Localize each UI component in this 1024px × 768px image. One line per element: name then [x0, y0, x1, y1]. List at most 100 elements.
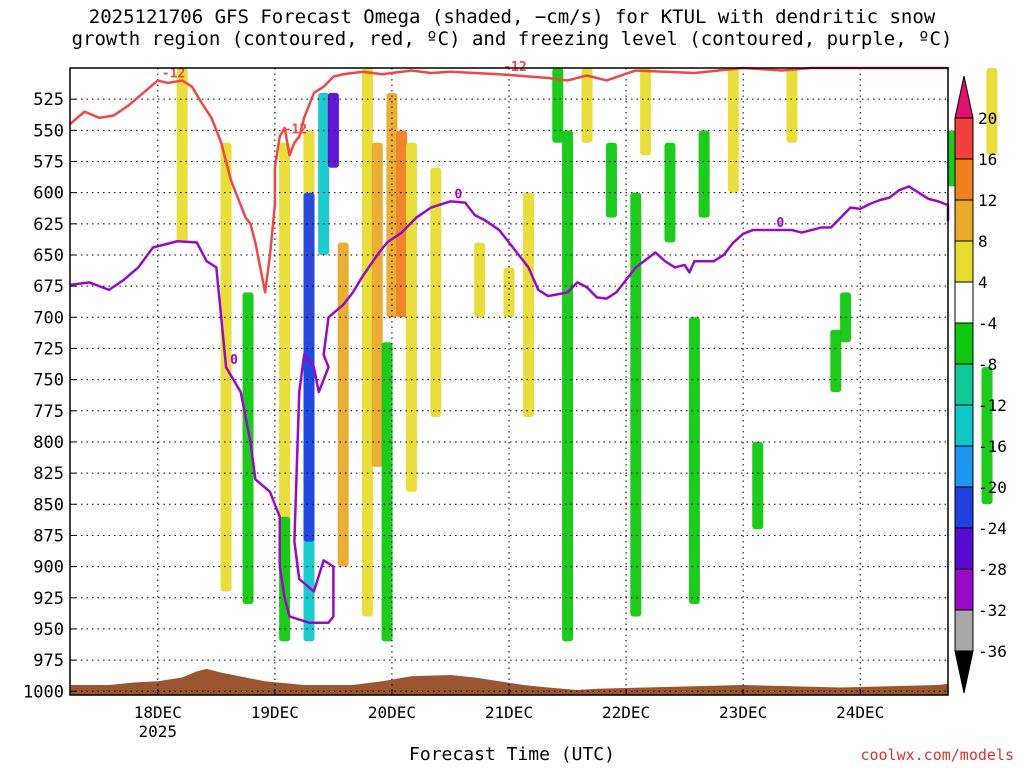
colorbar-label: -28	[978, 560, 1007, 579]
omega-shaded-cell	[381, 342, 393, 642]
y-tick-label: 800	[33, 433, 64, 453]
colorbar-label: -4	[978, 314, 997, 333]
omega-shaded-cell	[630, 192, 642, 617]
colorbar-box	[954, 240, 974, 283]
contour-line-0	[69, 185, 950, 624]
omega-shaded-cell	[562, 130, 574, 642]
contour-label: -12	[284, 123, 307, 138]
colorbar-label: -16	[978, 437, 1007, 456]
x-tick-label: 23DEC	[719, 703, 767, 722]
omega-shaded-cell	[337, 242, 349, 567]
colorbar-box	[954, 199, 974, 242]
contour-label: 0	[230, 353, 238, 368]
y-tick-label: 600	[33, 184, 64, 204]
omega-shaded-cell	[396, 130, 408, 318]
omega-shaded-cell	[688, 317, 700, 605]
chart-title: 2025121706 GFS Forecast Omega (shaded, −…	[0, 6, 1024, 50]
contour-label: 0	[776, 216, 784, 231]
y-tick-label: 875	[33, 526, 64, 546]
omega-shaded-cell	[371, 142, 383, 467]
omega-shaded-cell	[830, 329, 842, 393]
omega-shaded-cell	[786, 68, 798, 143]
colorbar-top-arrow	[954, 75, 974, 119]
chart-title-line1: 2025121706 GFS Forecast Omega (shaded, −…	[88, 6, 936, 28]
x-tick-label: 21DEC	[485, 703, 533, 722]
y-tick-label: 700	[33, 308, 64, 328]
y-tick-label: 1000	[23, 682, 64, 702]
omega-shaded-cell	[430, 167, 442, 418]
colorbar-label: 12	[978, 191, 997, 210]
colorbar-label: -8	[978, 355, 997, 374]
y-tick-label: 725	[33, 339, 64, 359]
x-year-label: 2025	[139, 722, 178, 741]
omega-shaded-cell	[503, 267, 515, 318]
colorbar-box	[954, 527, 974, 570]
colorbar-box	[954, 281, 974, 324]
x-tick-label: 24DEC	[836, 703, 884, 722]
y-tick-label: 900	[33, 558, 64, 578]
omega-shaded-cell	[552, 68, 564, 143]
omega-shaded-cell	[581, 68, 593, 143]
y-tick-label: 950	[33, 620, 64, 640]
omega-shaded-cell	[640, 68, 652, 156]
colorbar-box	[954, 322, 974, 365]
contour-label: 0	[454, 187, 462, 202]
omega-shaded-cell	[279, 142, 291, 567]
colorbar-bottom-arrow	[954, 650, 974, 694]
y-tick-label: 550	[33, 121, 64, 141]
omega-shaded-cell	[242, 292, 254, 605]
x-axis-label: Forecast Time (UTC)	[409, 744, 615, 765]
omega-shaded-cell	[752, 441, 764, 530]
x-tick-label: 20DEC	[368, 703, 416, 722]
colorbar-label: 16	[978, 150, 997, 169]
contour-label: -12	[162, 66, 185, 81]
colorbar-box	[954, 404, 974, 447]
y-tick-label: 750	[33, 371, 64, 391]
omega-shaded-cell	[303, 192, 315, 542]
omega-shaded-cell	[318, 92, 330, 255]
colorbar-box	[954, 158, 974, 201]
y-tick-label: 650	[33, 246, 64, 266]
colorbar-box	[954, 609, 974, 652]
chart-title-line2: growth region (contoured, red, ºC) and f…	[71, 28, 953, 50]
grid-lines	[70, 68, 948, 695]
y-tick-label: 825	[33, 464, 64, 484]
terrain-fill	[70, 668, 948, 695]
omega-shaded-cell	[986, 68, 998, 156]
y-axis: 525 550 575 600 625 650 675 700 725 750 775 800 825 8…	[23, 90, 76, 702]
colorbar-box	[954, 568, 974, 611]
plot-area: 000-12-12-12	[69, 60, 998, 696]
omega-shaded-cell	[474, 242, 486, 318]
omega-shaded-cell	[981, 367, 993, 505]
omega-shaded-cell	[605, 142, 617, 218]
colorbar-label: 4	[978, 273, 988, 292]
contour-lines: 000-12-12-12	[69, 60, 950, 624]
y-tick-label: 525	[33, 90, 64, 110]
terrain	[70, 668, 948, 695]
x-tick-label: 22DEC	[602, 703, 650, 722]
colorbar-label: 20	[978, 109, 997, 128]
y-tick-label: 575	[33, 152, 64, 172]
colorbar-label: 8	[978, 232, 988, 251]
omega-shaded-cell	[176, 68, 188, 243]
y-tick-label: 775	[33, 402, 64, 422]
omega-shaded-cell	[386, 92, 398, 318]
y-tick-label: 625	[33, 215, 64, 235]
omega-shaded-cell	[523, 192, 535, 418]
colorbar-box	[954, 363, 974, 406]
omega-shading	[176, 68, 998, 642]
y-tick-label: 975	[33, 651, 64, 671]
colorbar-label: -12	[978, 396, 1007, 415]
omega-shaded-cell	[698, 130, 710, 218]
contour-line-minus12	[69, 66, 950, 294]
colorbar-label: -36	[978, 642, 1007, 661]
colorbar-box	[954, 486, 974, 529]
colorbar-box	[954, 117, 974, 160]
omega-shaded-cell	[362, 68, 374, 617]
colorbar-label: -24	[978, 519, 1007, 538]
x-axis: 18DEC 19DEC 20DEC 21DEC 22DEC 23DEC 24DEC 2025	[134, 689, 884, 741]
y-tick-label: 925	[33, 589, 64, 609]
colorbar-box	[954, 445, 974, 488]
colorbar-label: -32	[978, 601, 1007, 620]
